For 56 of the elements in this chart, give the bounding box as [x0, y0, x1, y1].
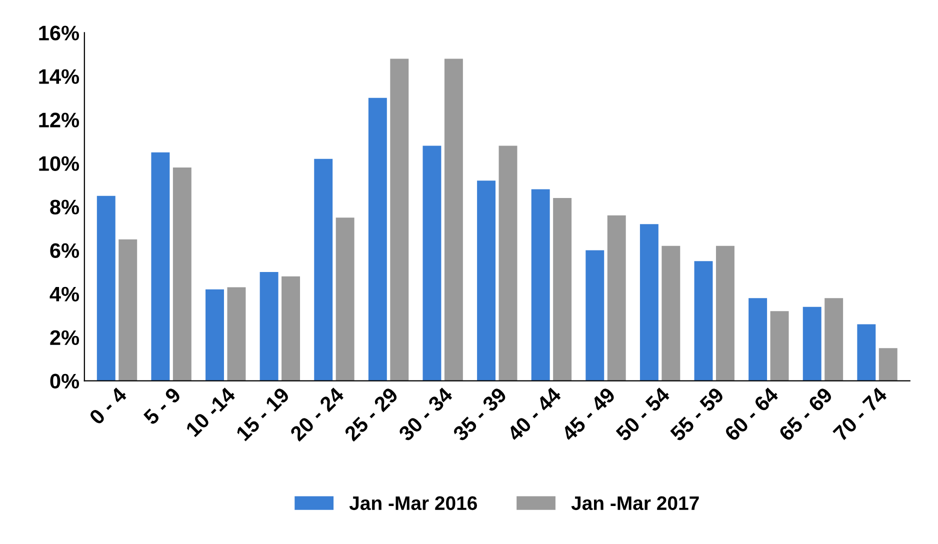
bar — [531, 189, 550, 381]
y-tick-label: 2% — [50, 330, 80, 345]
bar — [260, 272, 278, 381]
bar — [824, 298, 844, 381]
bar — [227, 287, 246, 381]
bar — [498, 146, 518, 381]
x-tick-label: 30 - 34 — [398, 386, 454, 442]
bar — [662, 246, 680, 381]
bar — [336, 218, 354, 381]
bar — [282, 276, 300, 381]
x-tick-label: 15 - 19 — [235, 386, 290, 442]
bar — [314, 158, 333, 381]
bar — [748, 298, 768, 381]
bar — [206, 289, 224, 381]
x-tick-label: 40 - 44 — [506, 386, 562, 442]
legend-label: Jan -Mar 2016 — [349, 496, 478, 510]
legend-label: Jan -Mar 2017 — [571, 496, 699, 510]
y-tick-label: 0% — [50, 374, 80, 389]
x-tick-label: 20 - 24 — [289, 386, 345, 442]
bar — [802, 306, 822, 381]
bar — [422, 146, 442, 381]
y-tick-label: 14% — [39, 69, 80, 84]
bar — [607, 215, 626, 381]
y-tick-label: 10% — [39, 156, 80, 171]
y-tick-label: 12% — [39, 112, 80, 128]
x-tick-label: 70 - 74 — [832, 386, 888, 442]
x-tick-label: 0 - 4 — [88, 386, 128, 426]
y-tick-label: 16% — [39, 26, 80, 40]
bar — [694, 261, 713, 381]
y-tick-label: 8% — [50, 200, 80, 214]
x-tick-label: 45 - 49 — [560, 386, 616, 442]
bar — [390, 58, 409, 381]
x-tick-label: 5 - 9 — [142, 386, 182, 426]
x-tick-label: 65 - 69 — [778, 386, 834, 442]
bar — [586, 250, 604, 381]
bar — [878, 348, 898, 381]
bar — [857, 324, 876, 381]
bar — [444, 58, 463, 381]
x-tick-label: 50 - 54 — [615, 386, 671, 442]
x-tick-label: 60 - 64 — [724, 386, 780, 442]
bar — [716, 246, 734, 381]
bar — [553, 198, 572, 381]
bar — [96, 196, 116, 381]
y-tick-label: 4% — [50, 286, 80, 302]
bar — [172, 168, 192, 381]
x-tick-label: 55 - 59 — [669, 386, 725, 442]
bar — [118, 239, 138, 381]
bar — [477, 180, 496, 381]
x-tick-label: 35 - 39 — [452, 386, 508, 442]
x-tick-label: 25 - 29 — [344, 386, 399, 442]
bar — [640, 224, 658, 381]
bar — [770, 311, 789, 381]
x-tick-label: 10 -14 — [185, 386, 236, 438]
y-tick-label: 6% — [50, 243, 80, 258]
bar — [368, 98, 387, 381]
bar — [151, 152, 170, 381]
